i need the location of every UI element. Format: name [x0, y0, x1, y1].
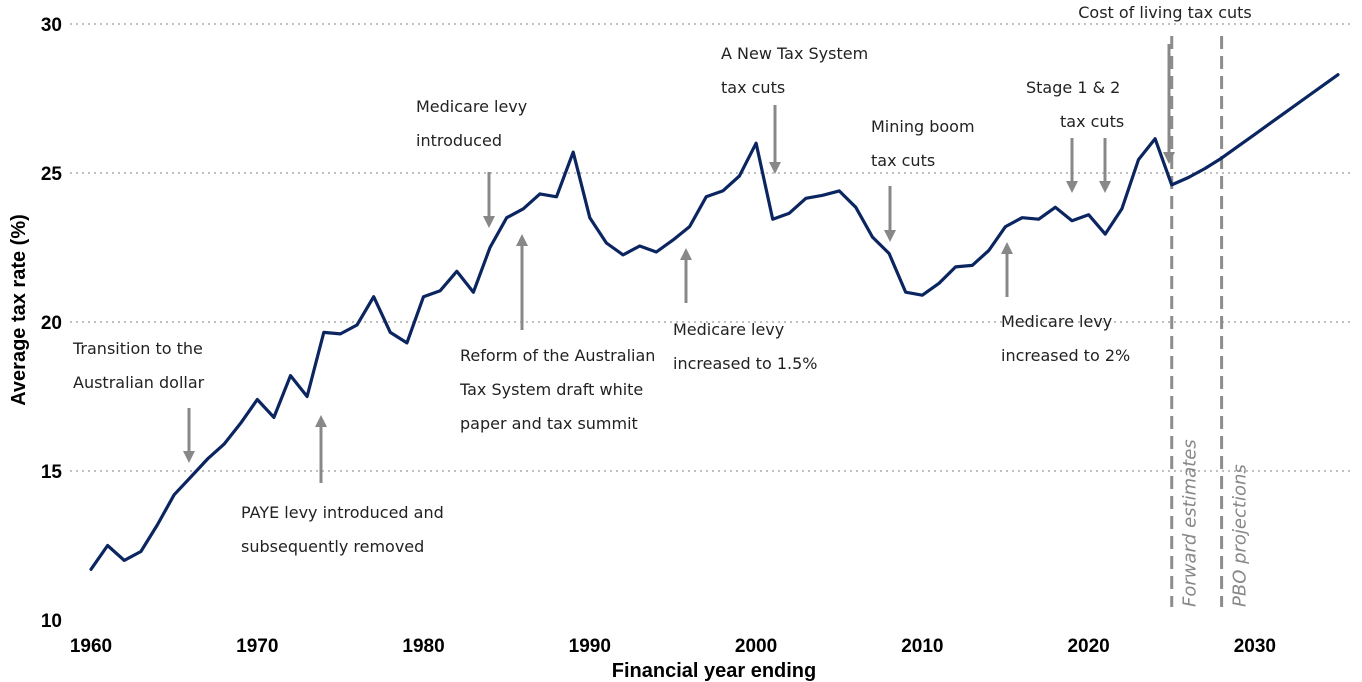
projection-dividers: Forward estimates PBO projections: [1170, 36, 1251, 607]
annotation-line: increased to 2%: [1001, 346, 1130, 365]
x-tick-label: 2030: [1234, 636, 1276, 657]
annotation-line: tax cuts: [871, 151, 935, 170]
y-tick-label: 25: [41, 164, 63, 185]
x-tick-label: 2020: [1067, 636, 1109, 657]
annotation-line: Cost of living tax cuts: [1078, 3, 1252, 22]
annotation-text: Cost of living tax cuts: [1078, 3, 1252, 22]
series-layer: [89, 73, 1340, 571]
x-tick-label: 1960: [70, 636, 112, 657]
y-tick-label: 20: [41, 313, 62, 334]
x-tick-label: 2000: [735, 636, 777, 657]
annotation-line: Transition to the: [72, 339, 203, 358]
annotation-line: tax cuts: [1060, 112, 1124, 131]
annotation-text: Medicare levy increased to 2%: [1001, 312, 1130, 365]
annotation-line: Australian dollar: [73, 373, 205, 392]
x-tick-label: 1970: [236, 636, 278, 657]
x-axis-title: Financial year ending: [612, 660, 817, 682]
x-tick-label: 1980: [402, 636, 444, 657]
x-tick-label: 1990: [569, 636, 611, 657]
annotation-line: Medicare levy: [673, 320, 784, 339]
annotation-text: Transition to the Australian dollar: [72, 339, 205, 392]
annotation-line: Medicare levy: [416, 97, 527, 116]
annotation-text: Mining boom tax cuts: [871, 117, 975, 170]
annotation-line: Reform of the Australian: [460, 346, 655, 365]
y-axis-title: Average tax rate (%): [8, 214, 30, 406]
divider-label: Forward estimates: [1180, 439, 1201, 607]
annotation-line: Tax System draft white: [459, 380, 643, 399]
tax-rate-line: [89, 73, 1340, 571]
annotation-text: Medicare levy increased to 1.5%: [673, 320, 817, 373]
divider-label: PBO projections: [1230, 464, 1251, 607]
annotation-line: Mining boom: [871, 117, 975, 136]
annotation-line: Stage 1 & 2: [1026, 78, 1120, 97]
annotation-line: increased to 1.5%: [673, 354, 817, 373]
y-tick-label: 30: [41, 15, 62, 36]
annotation-text: Reform of the Australian Tax System draft…: [459, 346, 655, 433]
annotation-line: tax cuts: [721, 78, 785, 97]
annotation-line: introduced: [416, 131, 502, 150]
annotation-text: A New Tax System tax cuts: [721, 44, 868, 97]
annotation-line: Medicare levy: [1001, 312, 1112, 331]
x-tick-label: 2010: [901, 636, 943, 657]
annotations: Transition to the Australian dollar PAYE l…: [72, 3, 1252, 556]
annotation-line: paper and tax summit: [460, 414, 638, 433]
annotation-text: Medicare levy introduced: [416, 97, 527, 150]
y-tick-label: 10: [41, 611, 62, 632]
annotation-text: PAYE levy introduced and subsequently rem…: [241, 503, 444, 556]
y-tick-label: 15: [41, 462, 63, 483]
annotation-text: Stage 1 & 2 tax cuts: [1026, 78, 1124, 131]
annotation-line: subsequently removed: [241, 537, 424, 556]
annotation-line: PAYE levy introduced and: [241, 503, 444, 522]
annotation-line: A New Tax System: [721, 44, 868, 63]
axis-ticks: 10 15 20 25 30 1960 1970 1980 1990 2000 2010 2020 20…: [41, 15, 1276, 657]
